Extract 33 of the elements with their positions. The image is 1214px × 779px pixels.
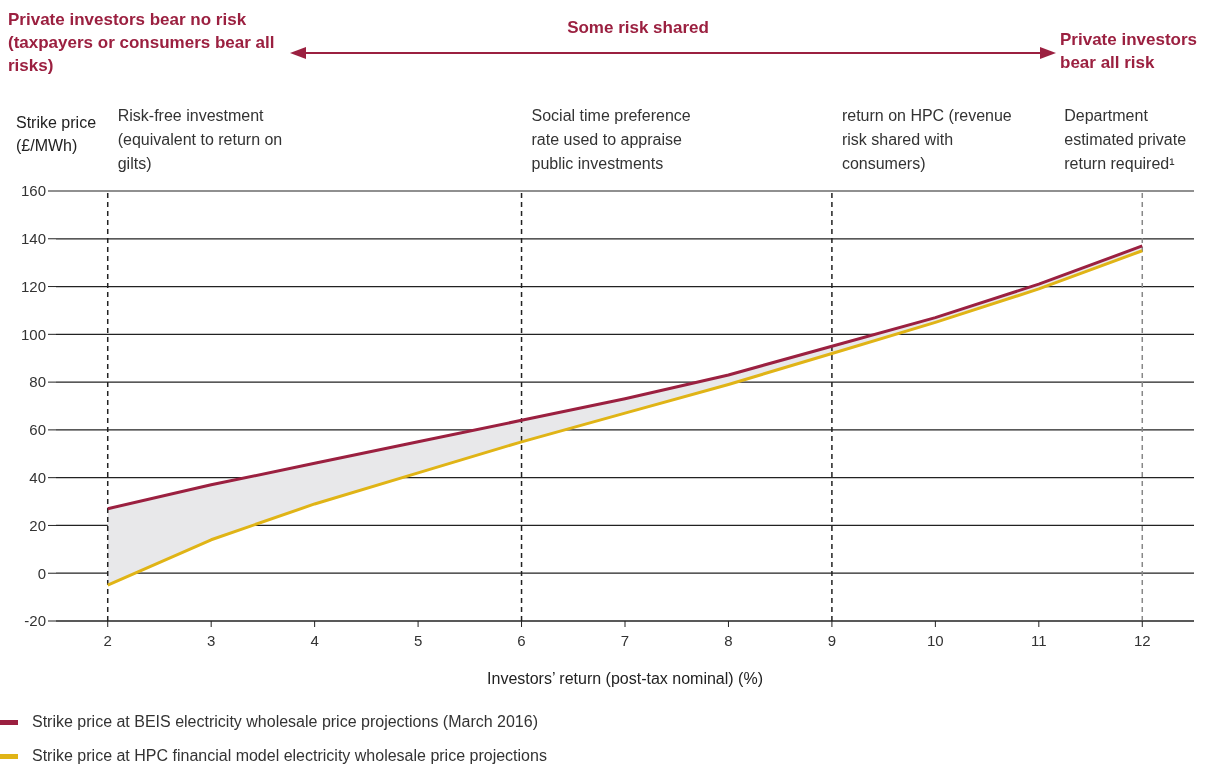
y-tick-label: 20 (29, 516, 46, 534)
ref-line-label: Social time preference rate used to appraise public investments (531, 106, 692, 174)
ref-line-label: return on HPC (revenue risk shared with consumers) (841, 106, 1013, 174)
x-tick-label: 3 (207, 631, 216, 649)
x-tick-label: 9 (827, 631, 837, 649)
x-tick-label: 10 (927, 631, 944, 649)
y-tick-label: 140 (20, 230, 46, 248)
legend-label: Strike price at BEIS electricity wholesale price projections (March 2016) (32, 713, 538, 731)
x-tick-label: 5 (413, 631, 423, 649)
y-tick-label: -20 (24, 612, 46, 630)
x-axis-title: Investors’ return (post-tax nominal) (%) (487, 670, 763, 688)
x-tick-label: 2 (103, 631, 112, 649)
text: Private investors bear no risk (taxpayers or consumers bear all risks) (8, 9, 276, 77)
y-tick-label: 60 (29, 421, 46, 439)
x-tick-label: 4 (310, 631, 319, 649)
y-tick-label: 40 (29, 468, 46, 486)
y-tick-label: 80 (29, 373, 46, 391)
legend-label: Strike price at HPC financial model electricity wholesale price projections (32, 747, 547, 765)
line-series (106, 244, 1144, 511)
y-axis-title: Strike price (£/MWh) (16, 113, 98, 156)
x-tick-label: 12 (1133, 631, 1151, 649)
x-tick-label: 11 (1031, 631, 1047, 649)
text: Private investors bear all risk (1060, 29, 1198, 74)
x-tick-label: 7 (620, 631, 630, 649)
y-tick-label: 0 (37, 564, 46, 582)
y-tick-label: 120 (20, 277, 46, 295)
y-tick-label: 160 (20, 182, 46, 200)
y-tick-label: 100 (20, 325, 46, 343)
x-tick-label: 8 (724, 631, 733, 649)
x-tick-label: 6 (517, 631, 526, 649)
ref-line-label: Department estimated private return required¹ (1064, 106, 1188, 174)
ref-line-label: Risk-free investment (equivalent to return on gilts) (117, 106, 284, 174)
text: Some risk shared (566, 18, 710, 38)
